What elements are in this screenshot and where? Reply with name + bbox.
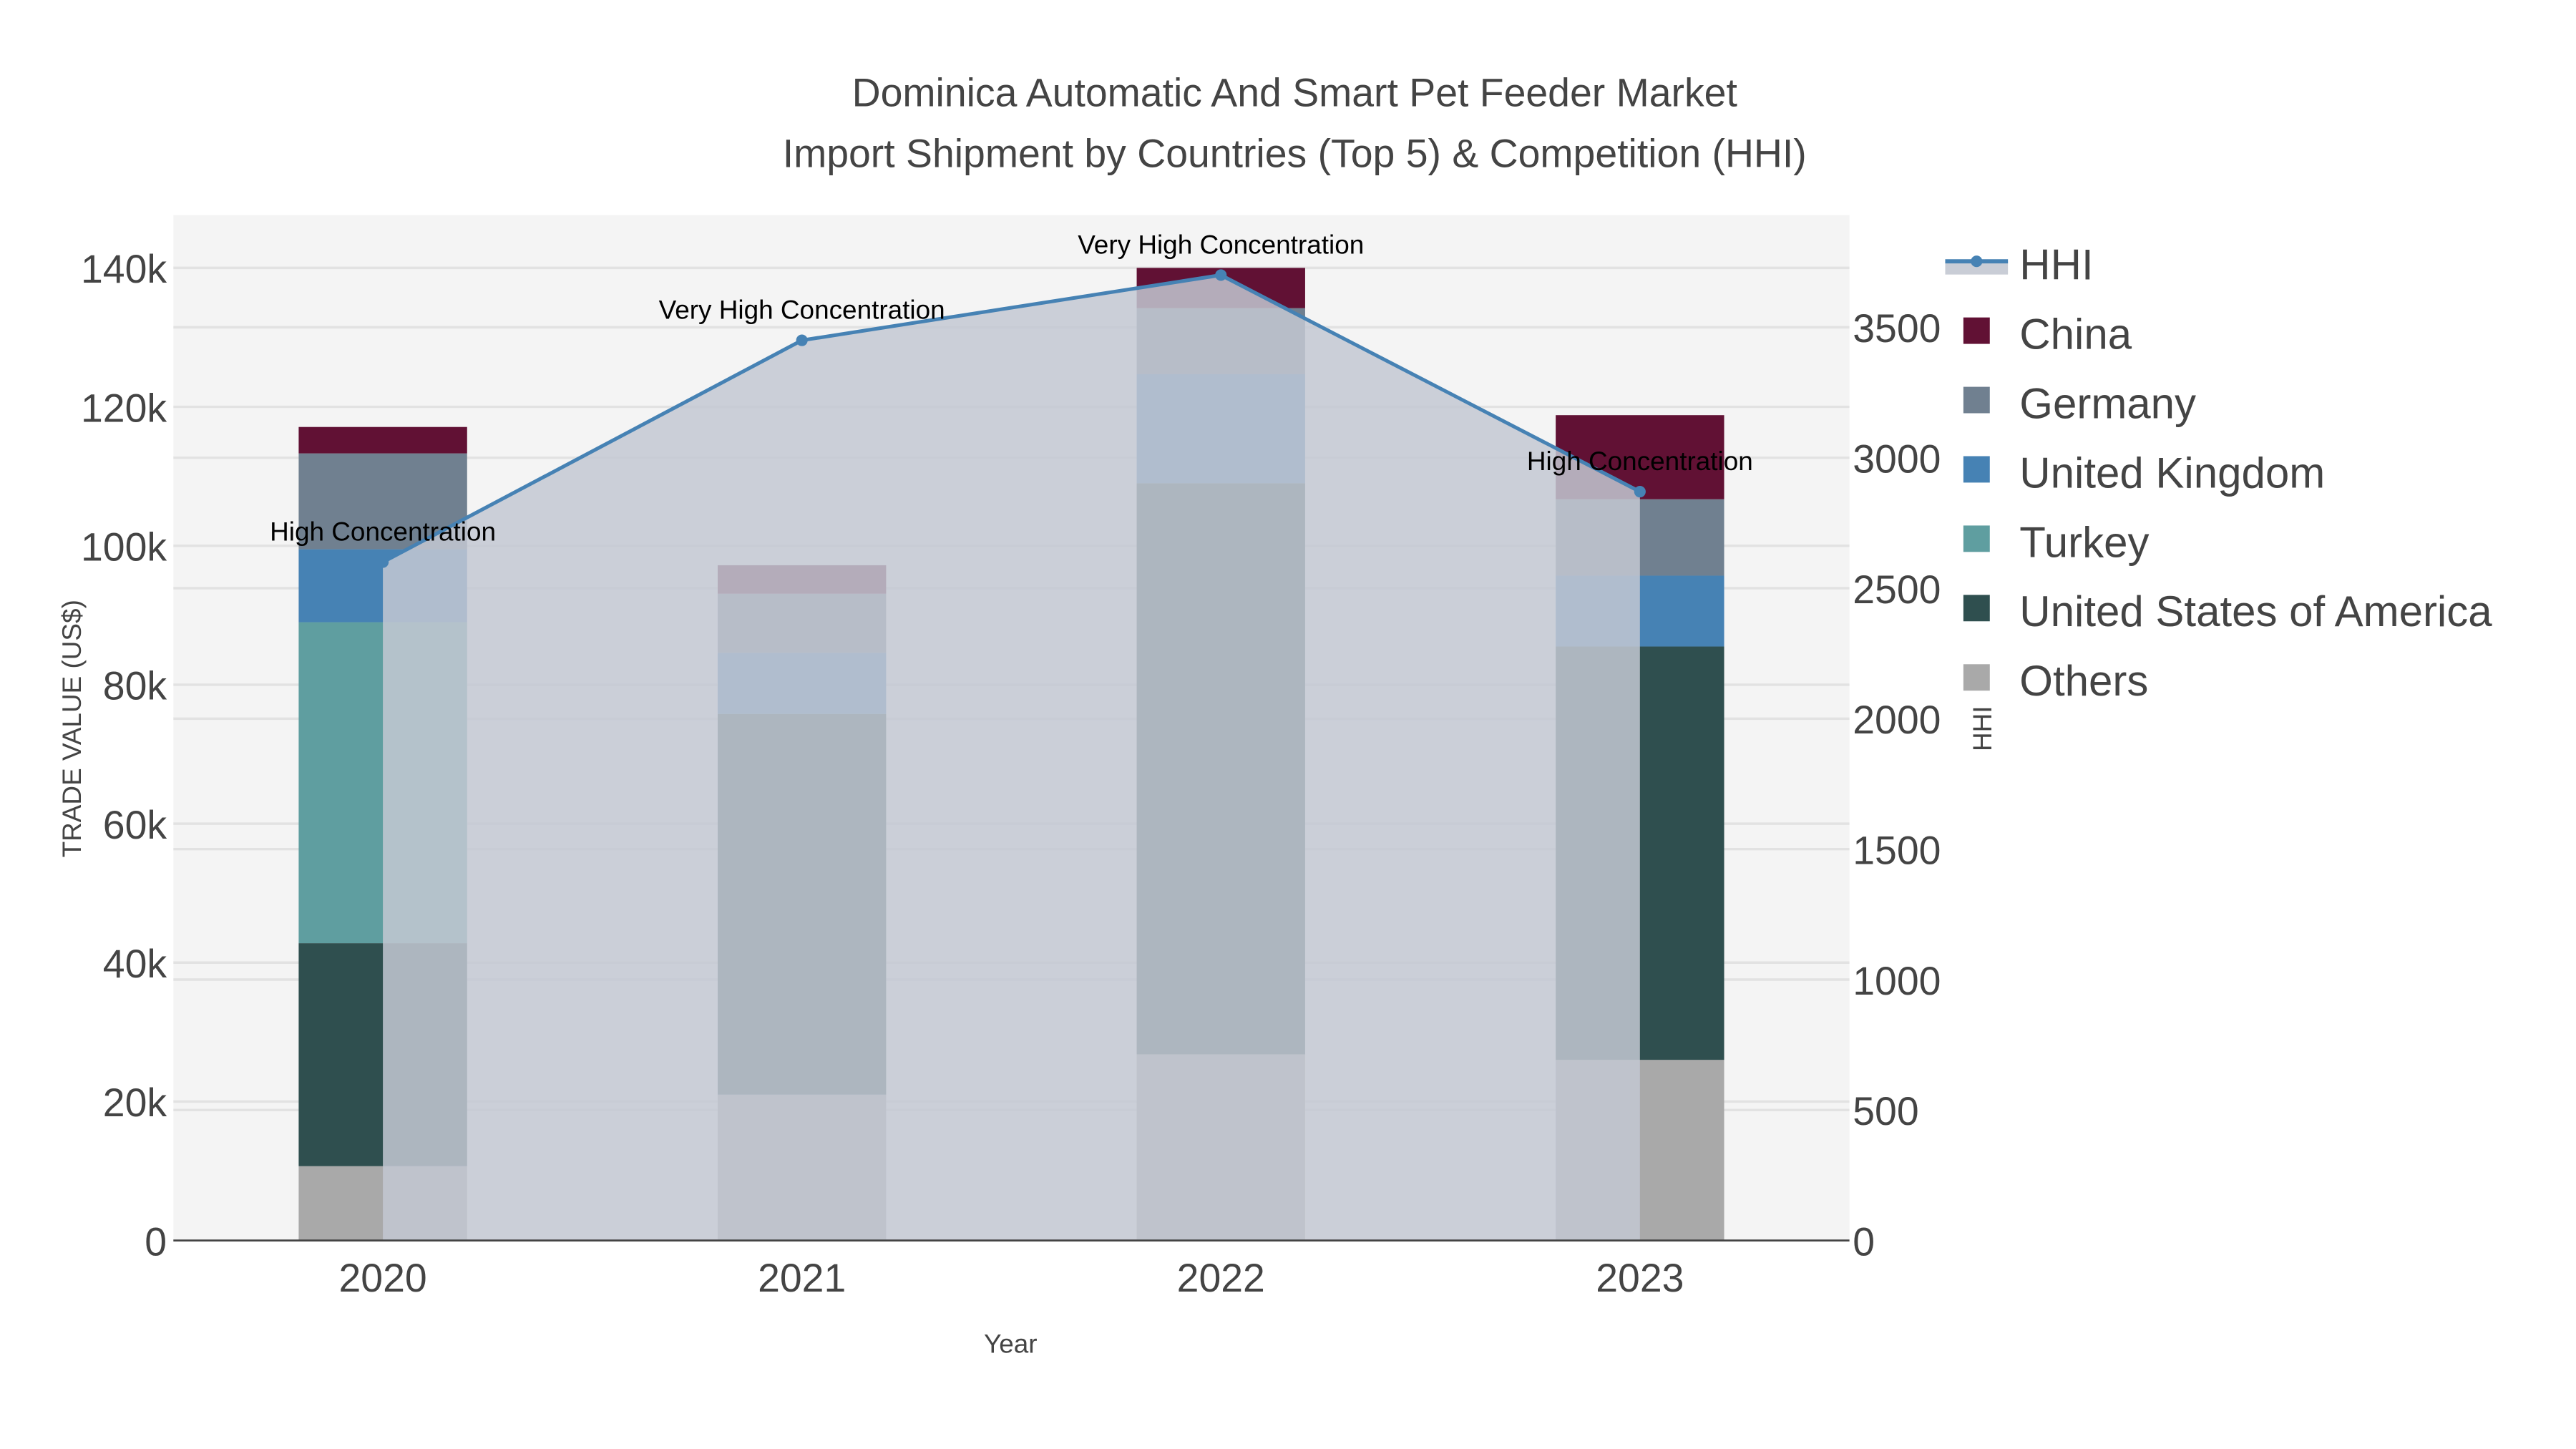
x-tick-label: 2020: [338, 1256, 426, 1300]
legend-swatch: [1963, 664, 1990, 691]
legend-label: China: [2019, 310, 2132, 358]
x-tick-label: 2021: [758, 1256, 846, 1300]
legend-label: Turkey: [2019, 518, 2149, 566]
y2-axis-title: HHI: [1968, 706, 1997, 751]
legend-swatch: [1963, 595, 1990, 622]
y-axis-title: TRADE VALUE (US$): [57, 600, 87, 857]
chart-subtitle: Import Shipment by Countries (Top 5) & C…: [783, 132, 1807, 176]
hhi-annotation: High Concentration: [270, 517, 496, 547]
y-tick-label: 80k: [103, 664, 167, 708]
legend-label: Others: [2019, 657, 2148, 705]
legend-swatch: [1963, 525, 1990, 552]
y-tick-label: 140k: [81, 247, 167, 291]
legend: HHI China Germany United Kingdom Turkey Unite…: [1945, 241, 2492, 705]
hhi-point: [377, 556, 389, 568]
x-tick-label: 2023: [1596, 1256, 1684, 1300]
chart-title: Dominica Automatic And Smart Pet Feeder …: [852, 70, 1737, 114]
y-tick-label: 40k: [103, 942, 167, 986]
legend-hhi-marker: [1971, 255, 1983, 268]
y-tick-label: 120k: [81, 386, 167, 430]
legend-swatch: [1963, 317, 1990, 344]
legend-swatch: [1963, 386, 1990, 414]
hhi-annotation: High Concentration: [1527, 447, 1753, 476]
hhi-point: [796, 334, 808, 346]
y2-tick-label: 3000: [1853, 436, 1941, 481]
y2-tick-label: 1500: [1853, 828, 1941, 872]
y-tick-label: 60k: [103, 803, 167, 847]
y2-tick-label: 3500: [1853, 306, 1941, 351]
legend-hhi-area-swatch: [1945, 261, 2009, 275]
y-tick-label: 20k: [103, 1080, 167, 1125]
hhi-line: [381, 273, 1641, 564]
legend-label: Germany: [2019, 379, 2196, 427]
y-tick-label: 100k: [81, 525, 167, 570]
y2-tick-label: 500: [1853, 1089, 1918, 1133]
legend-swatch: [1963, 456, 1990, 483]
y-tick-label: 0: [145, 1219, 167, 1264]
hhi-annotation: Very High Concentration: [1078, 230, 1364, 259]
legend-label: HHI: [2019, 241, 2093, 289]
legend-label: United States of America: [2019, 587, 2492, 635]
y2-tick-label: 1000: [1853, 959, 1941, 1003]
hhi-point: [1215, 269, 1227, 281]
hhi-annotation: Very High Concentration: [659, 296, 945, 325]
hhi-area: [383, 275, 1640, 1241]
y2-tick-label: 2500: [1853, 567, 1941, 612]
y2-tick-label: 2000: [1853, 698, 1941, 742]
legend-label: United Kingdom: [2019, 449, 2325, 497]
bar-china: [298, 426, 467, 454]
x-axis-title: Year: [984, 1330, 1038, 1359]
hhi-point: [1634, 486, 1646, 498]
y2-tick-label: 0: [1853, 1219, 1875, 1264]
x-tick-label: 2022: [1177, 1256, 1265, 1300]
